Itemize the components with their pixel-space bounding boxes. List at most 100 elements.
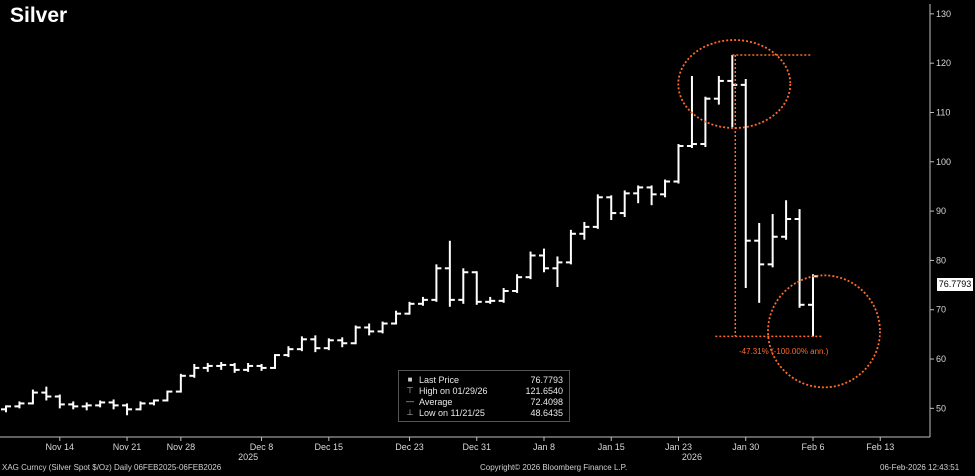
chart-title: Silver — [10, 4, 68, 27]
x-year-label: 2025 — [238, 452, 258, 462]
ohlc-bar — [539, 248, 549, 273]
ohlc-bar — [122, 403, 133, 416]
annotation-overlay — [677, 39, 881, 389]
ohlc-bar — [148, 399, 159, 406]
x-tick-label: Dec 31 — [462, 442, 491, 452]
ohlc-bar — [256, 363, 267, 371]
ohlc-bar — [350, 325, 361, 345]
ohlc-bar — [216, 361, 227, 370]
ohlc-bar — [162, 390, 173, 402]
ohlc-bar — [310, 335, 321, 353]
ohlc-bar — [471, 271, 482, 305]
ohlc-bar — [404, 301, 415, 315]
x-tick-label: Nov 28 — [167, 442, 196, 452]
ohlc-bar — [68, 401, 79, 410]
low-marker-icon: ⊥ — [406, 408, 414, 417]
y-tick-label: 130 — [936, 9, 951, 19]
ohlc-series — [1, 55, 818, 416]
ohlc-bar — [95, 400, 106, 408]
x-tick-label: Feb 13 — [866, 442, 894, 452]
ohlc-bar — [431, 264, 442, 302]
ohlc-bar — [646, 185, 657, 206]
legend-label: Average — [419, 397, 453, 407]
footer-timestamp: 06-Feb-2026 12:43:51 — [880, 463, 960, 472]
ohlc-bar — [391, 310, 402, 325]
legend-box: ■ Last Price 76.7793 ⊤ High on 01/29/26 … — [398, 370, 570, 422]
ohlc-bar — [54, 394, 65, 409]
ohlc-bar — [579, 221, 590, 240]
ohlc-bar — [41, 386, 52, 401]
legend-value: 72.4098 — [530, 397, 563, 407]
ohlc-bar — [283, 346, 294, 358]
ohlc-bar — [754, 222, 765, 303]
ohlc-bar — [525, 251, 536, 280]
y-tick-label: 80 — [936, 255, 946, 265]
ohlc-bar — [485, 296, 496, 304]
legend-value: 121.6540 — [525, 386, 563, 396]
ohlc-bar — [202, 362, 213, 372]
legend-value: 48.6435 — [530, 408, 563, 418]
x-tick-label: Jan 8 — [533, 442, 555, 452]
legend-label: High on 01/29/26 — [419, 386, 488, 396]
legend-label: Last Price — [419, 375, 460, 385]
y-tick-label: 110 — [936, 107, 950, 117]
x-tick-label: Jan 23 — [665, 442, 692, 452]
ohlc-bar — [135, 401, 146, 411]
ohlc-bar — [673, 144, 684, 184]
high-circle — [677, 39, 792, 129]
x-year-label: 2026 — [682, 452, 702, 462]
footer-copyright: Copyright© 2026 Bloomberg Finance L.P. — [480, 463, 628, 472]
ohlc-bar — [1, 405, 11, 413]
x-tick-label: Dec 15 — [315, 442, 344, 452]
y-tick-label: 120 — [936, 58, 951, 68]
ohlc-bar — [175, 373, 186, 393]
ohlc-bar — [740, 78, 751, 289]
legend-item-high: ⊤ High on 01/29/26 121.6540 — [405, 386, 563, 397]
ohlc-bar — [243, 362, 254, 372]
ohlc-bar — [337, 337, 348, 348]
y-tick-label: 60 — [936, 354, 946, 364]
legend-value: 76.7793 — [530, 375, 563, 385]
ohlc-bar — [592, 194, 603, 229]
y-axis: 50 60 70 80 90 100 110 120 130 — [929, 4, 951, 437]
ohlc-bar — [377, 321, 388, 334]
legend-item-average: — Average 72.4098 — [405, 397, 563, 408]
drawdown-annotation: -47.31% (-100.00% ann.) — [739, 347, 829, 356]
legend-label: Low on 11/21/25 — [419, 408, 485, 418]
ohlc-bar — [364, 323, 375, 336]
ohlc-bar — [108, 399, 119, 410]
x-axis: Nov 14 Nov 21 Nov 28 Dec 8 Dec 15 Dec 23 Dec 3… — [0, 436, 930, 462]
ohlc-bar — [189, 363, 200, 378]
x-tick-label: Jan 15 — [598, 442, 625, 452]
ohlc-bar — [296, 336, 307, 352]
y-tick-label: 70 — [936, 305, 946, 315]
ohlc-bar — [14, 401, 25, 409]
ohlc-bar — [498, 288, 509, 303]
ohlc-bar — [458, 268, 469, 304]
bar-symbol-icon: ■ — [407, 375, 413, 384]
ohlc-bar — [270, 354, 280, 369]
x-tick-label: Dec 23 — [395, 442, 424, 452]
footer-series-info: XAG Curncy (Silver Spot $/Oz) Daily 06FE… — [2, 463, 222, 472]
y-tick-label: 50 — [936, 403, 946, 413]
average-line-icon: — — [406, 397, 414, 406]
ohlc-bar — [713, 75, 724, 105]
legend-item-last-price: ■ Last Price 76.7793 — [405, 375, 563, 386]
last-price-badge: 76.7793 — [937, 278, 973, 291]
ohlc-bar — [619, 190, 630, 218]
ohlc-bar — [633, 185, 644, 204]
ohlc-bar — [417, 296, 428, 306]
ohlc-bar — [781, 200, 792, 240]
ohlc-bar — [27, 389, 38, 405]
ohlc-bar — [660, 179, 671, 198]
ohlc-bar — [81, 402, 92, 411]
x-tick-label: Dec 8 — [250, 442, 274, 452]
ohlc-bar — [229, 362, 240, 373]
ohlc-bar — [606, 195, 617, 220]
y-tick-label: 90 — [936, 206, 946, 216]
ohlc-bar — [552, 256, 563, 288]
legend-item-low: ⊥ Low on 11/21/25 48.6435 — [405, 408, 563, 419]
x-tick-label: Nov 21 — [113, 442, 142, 452]
ohlc-bar — [794, 209, 805, 308]
ohlc-bar — [512, 274, 523, 293]
